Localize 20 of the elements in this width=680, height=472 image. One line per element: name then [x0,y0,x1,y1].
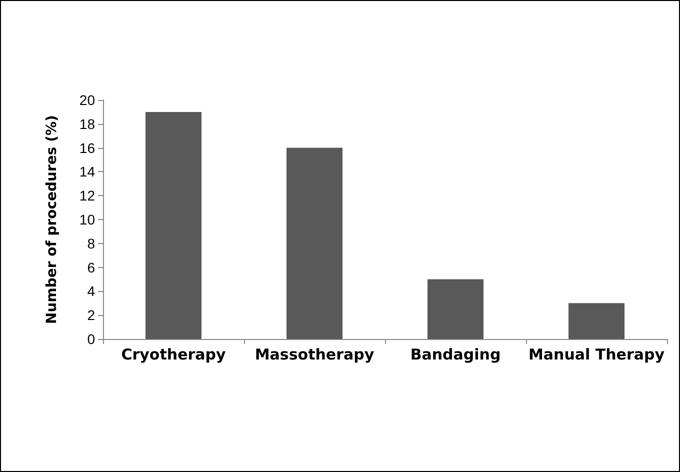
bar [146,112,202,339]
y-tick-label: 20 [79,92,96,108]
y-tick-label: 18 [79,116,96,132]
x-tick-label: Cryotherapy [121,346,226,364]
y-tick-label: 14 [79,164,96,180]
bar [568,303,624,339]
x-tick-label: Bandaging [410,346,501,364]
x-tick-label: Massotherapy [254,346,374,364]
y-tick-label: 2 [87,307,96,324]
y-axis-title: Number of procedures (%) [44,115,60,324]
y-tick-label: 0 [87,331,96,347]
bar [428,279,484,339]
y-tick-label: 8 [87,235,96,252]
y-tick-label: 4 [87,283,96,300]
y-tick-label: 16 [79,140,96,156]
bar [286,148,342,339]
x-tick-label: Manual Therapy [528,346,665,364]
y-tick-label: 10 [79,212,96,228]
y-tick-label: 12 [79,188,96,204]
y-tick-label: 6 [87,259,96,276]
